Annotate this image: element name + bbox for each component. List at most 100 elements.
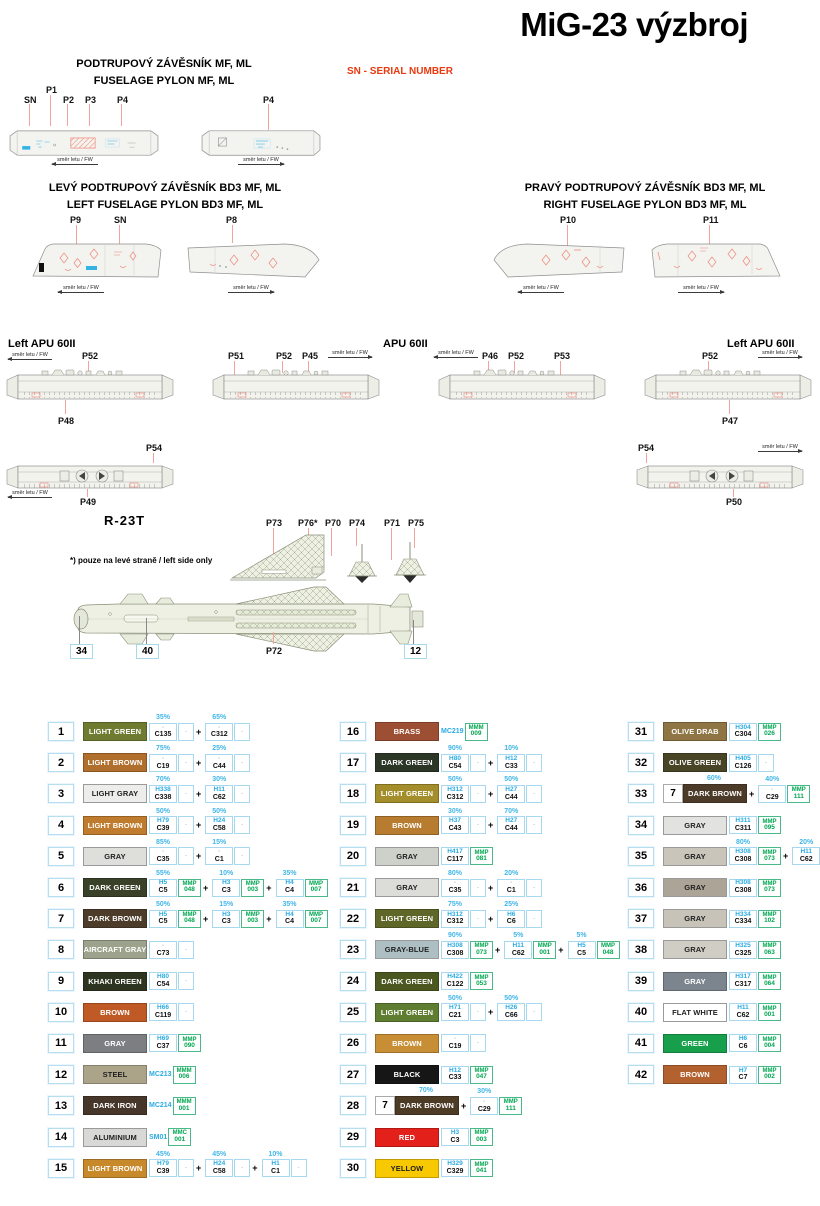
paint-mix: 5% H11 C62 MMP 001 <box>504 932 557 959</box>
part-label: P53 <box>554 351 571 361</box>
aqueous-h-code: H317 <box>735 973 751 981</box>
mr-color-c-code: C43 <box>448 824 462 832</box>
plus-sign: + <box>558 944 564 955</box>
mix-percent: 90% <box>447 745 462 753</box>
paint-number: 5 <box>48 846 74 866</box>
gunze-code-box: H308 C308 <box>729 847 757 866</box>
paint-row: 15 LIGHT BROWN 45% H79 C39- +45% H24 C58- +10% H1… <box>48 1150 340 1184</box>
mr-color-c-code: C312 <box>210 731 228 739</box>
aqueous-h-code: H11 <box>800 848 813 856</box>
aqueous-h-code: H3 <box>222 910 231 918</box>
gunze-code-box: - C44 <box>205 753 234 772</box>
mr-color-c-code: C304 <box>734 731 752 739</box>
mr-color-c-code: C66 <box>504 1012 518 1020</box>
swatch-group: DARK GREEN <box>375 753 439 773</box>
gunze-code-box: - C1 <box>205 847 234 866</box>
swatch-group: BLACK <box>375 1065 439 1085</box>
paint-mix: H311 C311 MMP 095 <box>729 816 781 835</box>
pylon-mf-right-drawing <box>200 122 322 162</box>
mr-color-c-code: C3 <box>221 918 231 926</box>
apu-launcher-drawing <box>642 362 814 410</box>
pylon-mf-title-en: FUSELAGE PYLON MF, ML <box>93 74 235 87</box>
paint-mix: H422 C122 MMP 053 <box>441 972 493 991</box>
flight-direction-note: směr letu / FW <box>57 285 104 294</box>
paint-row: 37 GRAY H334 C334 MMP 102 <box>628 903 820 934</box>
leader-line <box>76 225 77 251</box>
mix-percent: 20% <box>504 870 519 878</box>
gunze-code-box: H7 C7 <box>729 1065 757 1084</box>
paint-mix: H3 C3 MMP 003 <box>441 1128 493 1147</box>
empty-code-box: - <box>470 784 486 803</box>
aqueous-h-code: H312 <box>447 785 463 793</box>
leader-line <box>331 528 332 556</box>
gunze-code-box: H422 C122 <box>441 972 469 991</box>
mmp-code-box: MMP 003 <box>241 878 265 897</box>
flight-direction-note: směr letu / FW <box>238 157 285 166</box>
aqueous-h-code: H1 <box>271 1160 280 1168</box>
paint-mix: 65% - C312- <box>205 714 251 741</box>
plus-sign: + <box>203 913 209 924</box>
part-number-box: 34 <box>70 644 94 659</box>
color-swatch: STEEL <box>83 1065 147 1085</box>
paint-number: 38 <box>628 940 654 960</box>
empty-code-box: - <box>470 1034 486 1053</box>
color-swatch: BROWN <box>663 1065 727 1085</box>
swatch-group: LIGHT GREEN <box>83 722 147 742</box>
color-swatch: GRAY <box>375 846 439 866</box>
paint-number: 26 <box>340 1033 366 1053</box>
mr-color-c-code: C29 <box>765 793 779 801</box>
mr-color-c-code: C3 <box>450 1136 460 1144</box>
swatch-group: GRAY <box>663 846 727 866</box>
paint-row: 29 RED H3 C3 MMP 003 <box>340 1121 632 1152</box>
paint-number: 8 <box>48 940 74 960</box>
paint-mix: 50% H71 C21- <box>441 995 486 1022</box>
bd3-left-pylon-drawing <box>30 236 165 280</box>
mmp-brand: MMP <box>309 912 324 919</box>
paint-mix: 10% H3 C3 MMP 003 <box>212 870 265 897</box>
leader-line <box>273 632 274 644</box>
paint-mix: 40% - C29 MMP 111 <box>758 776 811 803</box>
swatch-group: DARK BROWN <box>83 909 147 929</box>
empty-code-box: - <box>178 753 194 772</box>
bd3-left-pylon-p8-drawing <box>185 236 325 280</box>
paint-mix: H304 C304 MMP 026 <box>729 722 781 741</box>
mmp-brand: MMP <box>762 912 777 919</box>
aqueous-h-code: H66 <box>157 1004 169 1012</box>
aqueous-h-code: H12 <box>449 1066 461 1074</box>
mix-percent: 50% <box>212 807 227 815</box>
aqueous-h-code: H3 <box>450 1128 460 1136</box>
color-swatch: KHAKI GREEN <box>83 971 147 991</box>
mix-percent: 45% <box>212 1150 227 1158</box>
part-label: P49 <box>80 497 97 507</box>
empty-code-box: - <box>758 753 774 772</box>
paint-mix: 15% - C1- <box>205 839 251 866</box>
gunze-code-box: H308 C308 <box>441 940 469 959</box>
color-swatch: BROWN <box>375 1033 439 1053</box>
paint-row: 5 GRAY 85% - C35- +15% - C1- <box>48 839 340 872</box>
mix-percent: 25% <box>504 901 519 909</box>
mr-color-c-code: C19 <box>448 1043 462 1051</box>
mmp-brand: MMP <box>245 880 260 887</box>
missile-title: R-23T <box>104 513 146 528</box>
mix-percent: 35% <box>282 901 297 909</box>
flight-direction-text: směr letu / FW <box>63 285 99 291</box>
mmp-brand: MMP <box>474 849 489 856</box>
mr-color-c-code: C62 <box>799 856 813 864</box>
aqueous-h-code: H422 <box>447 973 463 981</box>
mr-color-c-code: C1 <box>271 1167 280 1175</box>
gunze-code-box: H5 C5 <box>149 909 177 928</box>
leader-line <box>87 489 88 497</box>
leader-line <box>729 400 730 414</box>
mmp-code-box: MMP 003 <box>470 1128 493 1147</box>
paint-mix: H417 C117 MMP 081 <box>441 847 493 866</box>
leader-line <box>273 528 274 564</box>
part-label: P52 <box>82 351 99 361</box>
mr-color-c-code: C126 <box>734 762 752 770</box>
mmp-code-box: MMP 001 <box>758 1003 781 1022</box>
gunze-code-box: H312 C312 <box>441 784 469 803</box>
color-swatch: LIGHT GREEN <box>375 784 439 804</box>
aqueous-h-code: H5 <box>158 879 168 887</box>
flight-direction-note: směr letu / FW <box>517 285 564 294</box>
paint-row: 4 LIGHT BROWN 50% H79 C39- +50% H24 C58- <box>48 807 340 841</box>
mr-color-c-code: C58 <box>212 824 226 832</box>
